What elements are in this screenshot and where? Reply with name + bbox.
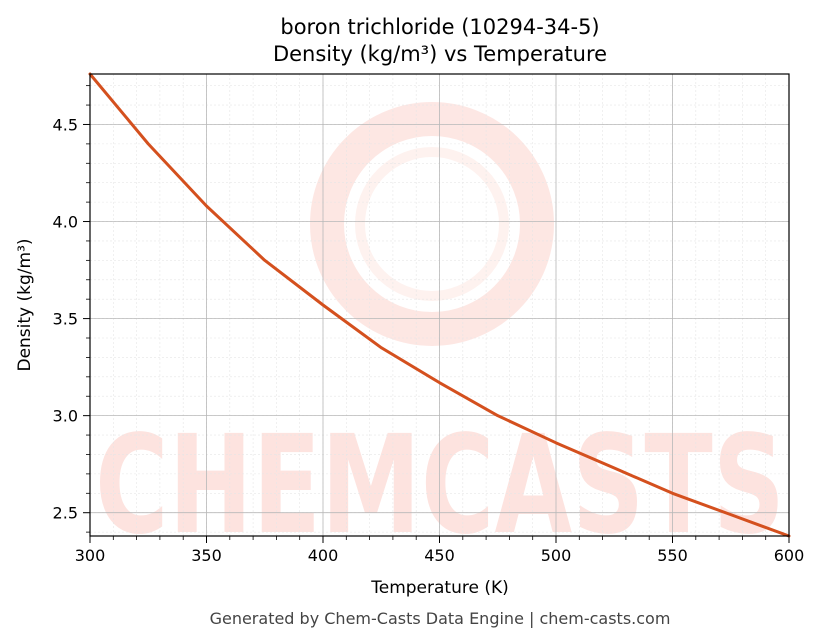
watermark-logo-swirl: [310, 102, 554, 346]
x-tick-label: 500: [541, 546, 572, 565]
y-tick-label: 3.0: [53, 407, 78, 426]
footer-credit: Generated by Chem-Casts Data Engine | ch…: [210, 609, 671, 628]
y-tick-label: 2.5: [53, 504, 78, 523]
x-tick-label: 600: [774, 546, 805, 565]
x-tick-label: 550: [657, 546, 688, 565]
x-tick-label: 450: [424, 546, 455, 565]
y-axis-label: Density (kg/m³): [15, 238, 35, 371]
chart-title: boron trichloride (10294-34-5): [280, 15, 599, 39]
chart-subtitle: Density (kg/m³) vs Temperature: [273, 42, 607, 66]
x-tick-label: 300: [75, 546, 106, 565]
y-tick-label: 3.5: [53, 310, 78, 329]
x-tick-label: 400: [308, 546, 339, 565]
x-axis-label: Temperature (K): [370, 578, 509, 598]
y-tick-label: 4.0: [53, 213, 78, 232]
plot-area: [88, 72, 791, 538]
x-tick-label: 350: [191, 546, 222, 565]
y-tick-label: 4.5: [53, 115, 78, 134]
density-series-line: [88, 72, 791, 538]
axis-ticks: [83, 85, 790, 543]
tick-labels: 300 350 400 450 500 550 600 2.5 3.0 3.5 4.0 4.5: [53, 115, 805, 565]
